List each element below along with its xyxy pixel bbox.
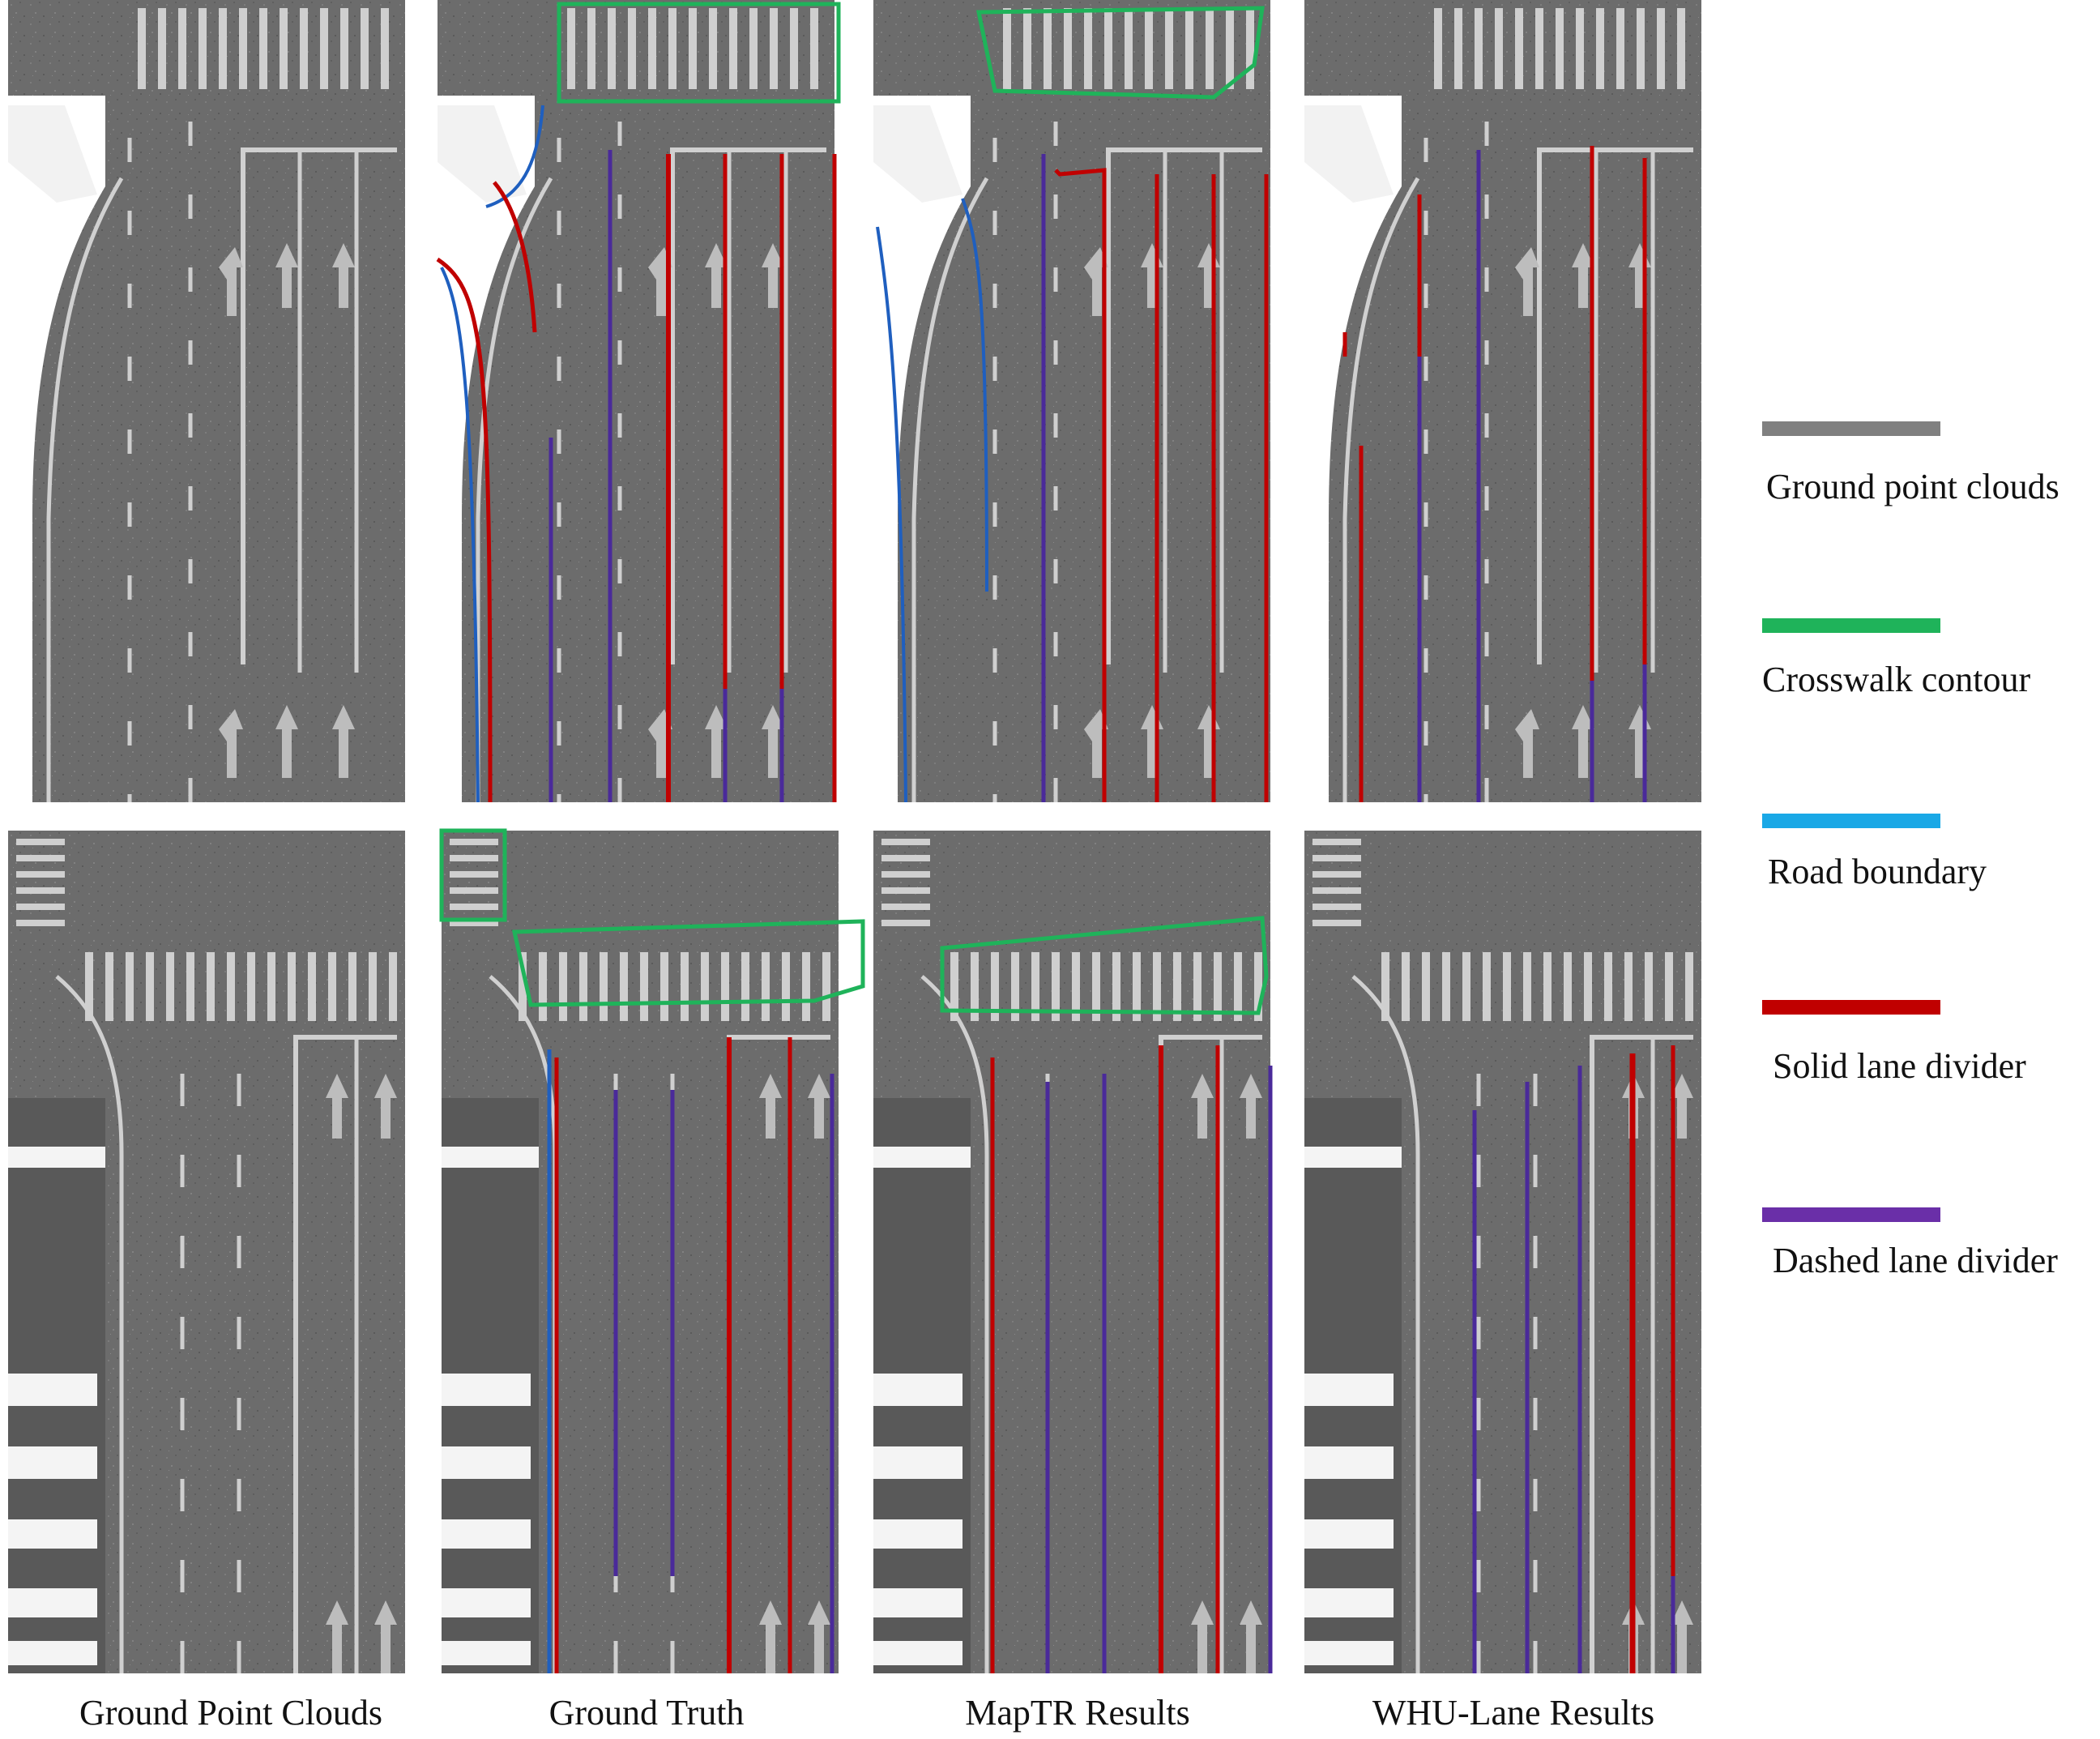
legend-label: Road boundary <box>1768 852 1987 891</box>
panel-top-ground-truth <box>438 0 839 802</box>
panel-top-ground-point-clouds <box>8 0 405 802</box>
legend-label: Crosswalk contour <box>1762 660 2031 699</box>
red-line-icon <box>1762 1000 1940 1015</box>
panel-bottom-maptr-results <box>873 831 1270 1673</box>
legend-label: Dashed lane divider <box>1773 1241 2058 1280</box>
column-label: Ground Point Clouds <box>79 1693 382 1733</box>
column-label: MapTR Results <box>965 1693 1189 1733</box>
panel-bottom-ground-truth <box>442 831 863 1673</box>
purple-line-icon <box>1762 1207 1940 1222</box>
panel-bottom-ground-point-clouds <box>8 831 405 1673</box>
green-line-icon <box>1762 618 1940 633</box>
column-label: WHU-Lane Results <box>1372 1693 1654 1733</box>
legend-label: Ground point clouds <box>1766 467 2059 506</box>
column-label: Ground Truth <box>549 1693 745 1733</box>
legend-label: Solid lane divider <box>1773 1046 2026 1086</box>
legend: Ground point clouds Crosswalk contour Ro… <box>1762 421 2059 1280</box>
panel-top-whu-lane-results <box>1304 0 1701 802</box>
blue-line-icon <box>1762 814 1940 828</box>
panel-top-maptr-results <box>873 0 1270 802</box>
gray-line-icon <box>1762 421 1940 436</box>
panel-bottom-whu-lane-results <box>1304 831 1701 1673</box>
